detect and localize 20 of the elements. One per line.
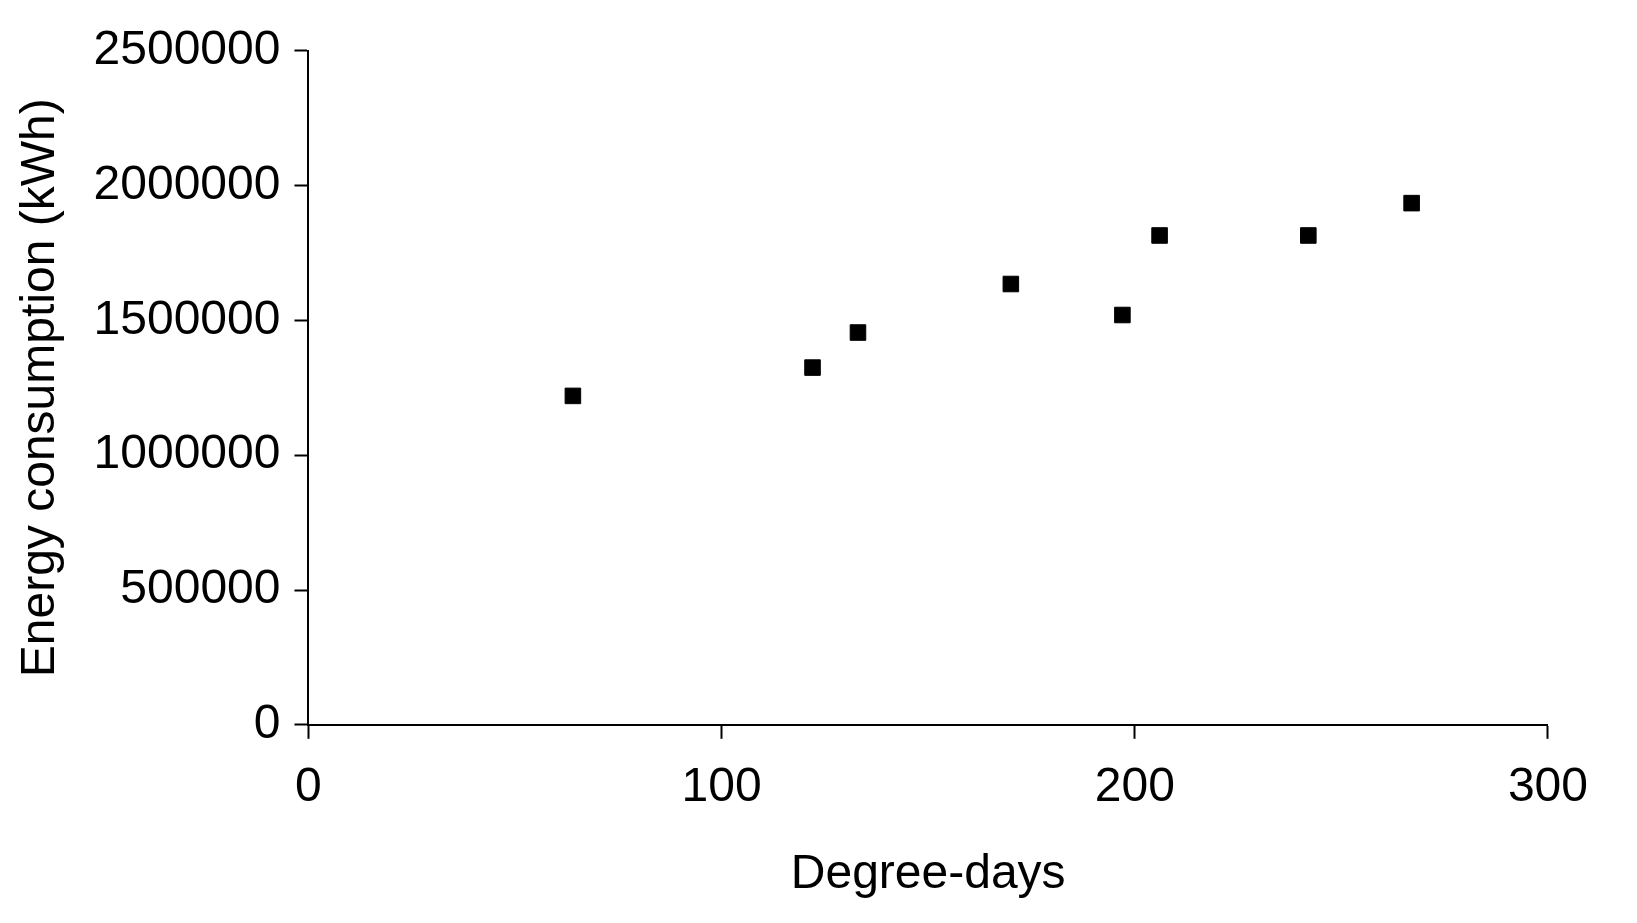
x-tick-label: 0 bbox=[295, 757, 322, 811]
x-tick-label: 200 bbox=[1094, 757, 1175, 811]
y-axis-title: Energy consumption (kWh) bbox=[11, 98, 65, 678]
y-tick-label: 2500000 bbox=[93, 21, 281, 75]
y-tick-label: 0 bbox=[253, 695, 281, 749]
point bbox=[1114, 306, 1131, 324]
point bbox=[804, 359, 821, 376]
x-axis-title: Degree-days bbox=[790, 845, 1066, 899]
y-tick-label: 1500000 bbox=[93, 290, 281, 344]
point bbox=[1151, 227, 1168, 244]
point bbox=[1403, 194, 1420, 212]
y-tick-label: 1000000 bbox=[93, 425, 281, 479]
x-tick-label: 300 bbox=[1507, 757, 1588, 811]
y-tick-label: 500000 bbox=[120, 560, 281, 614]
point bbox=[1300, 227, 1317, 244]
y-tick-label: 2000000 bbox=[93, 155, 281, 209]
point bbox=[1002, 275, 1020, 293]
x-tick-label: 100 bbox=[681, 757, 762, 811]
point bbox=[564, 387, 582, 405]
point bbox=[849, 324, 867, 341]
